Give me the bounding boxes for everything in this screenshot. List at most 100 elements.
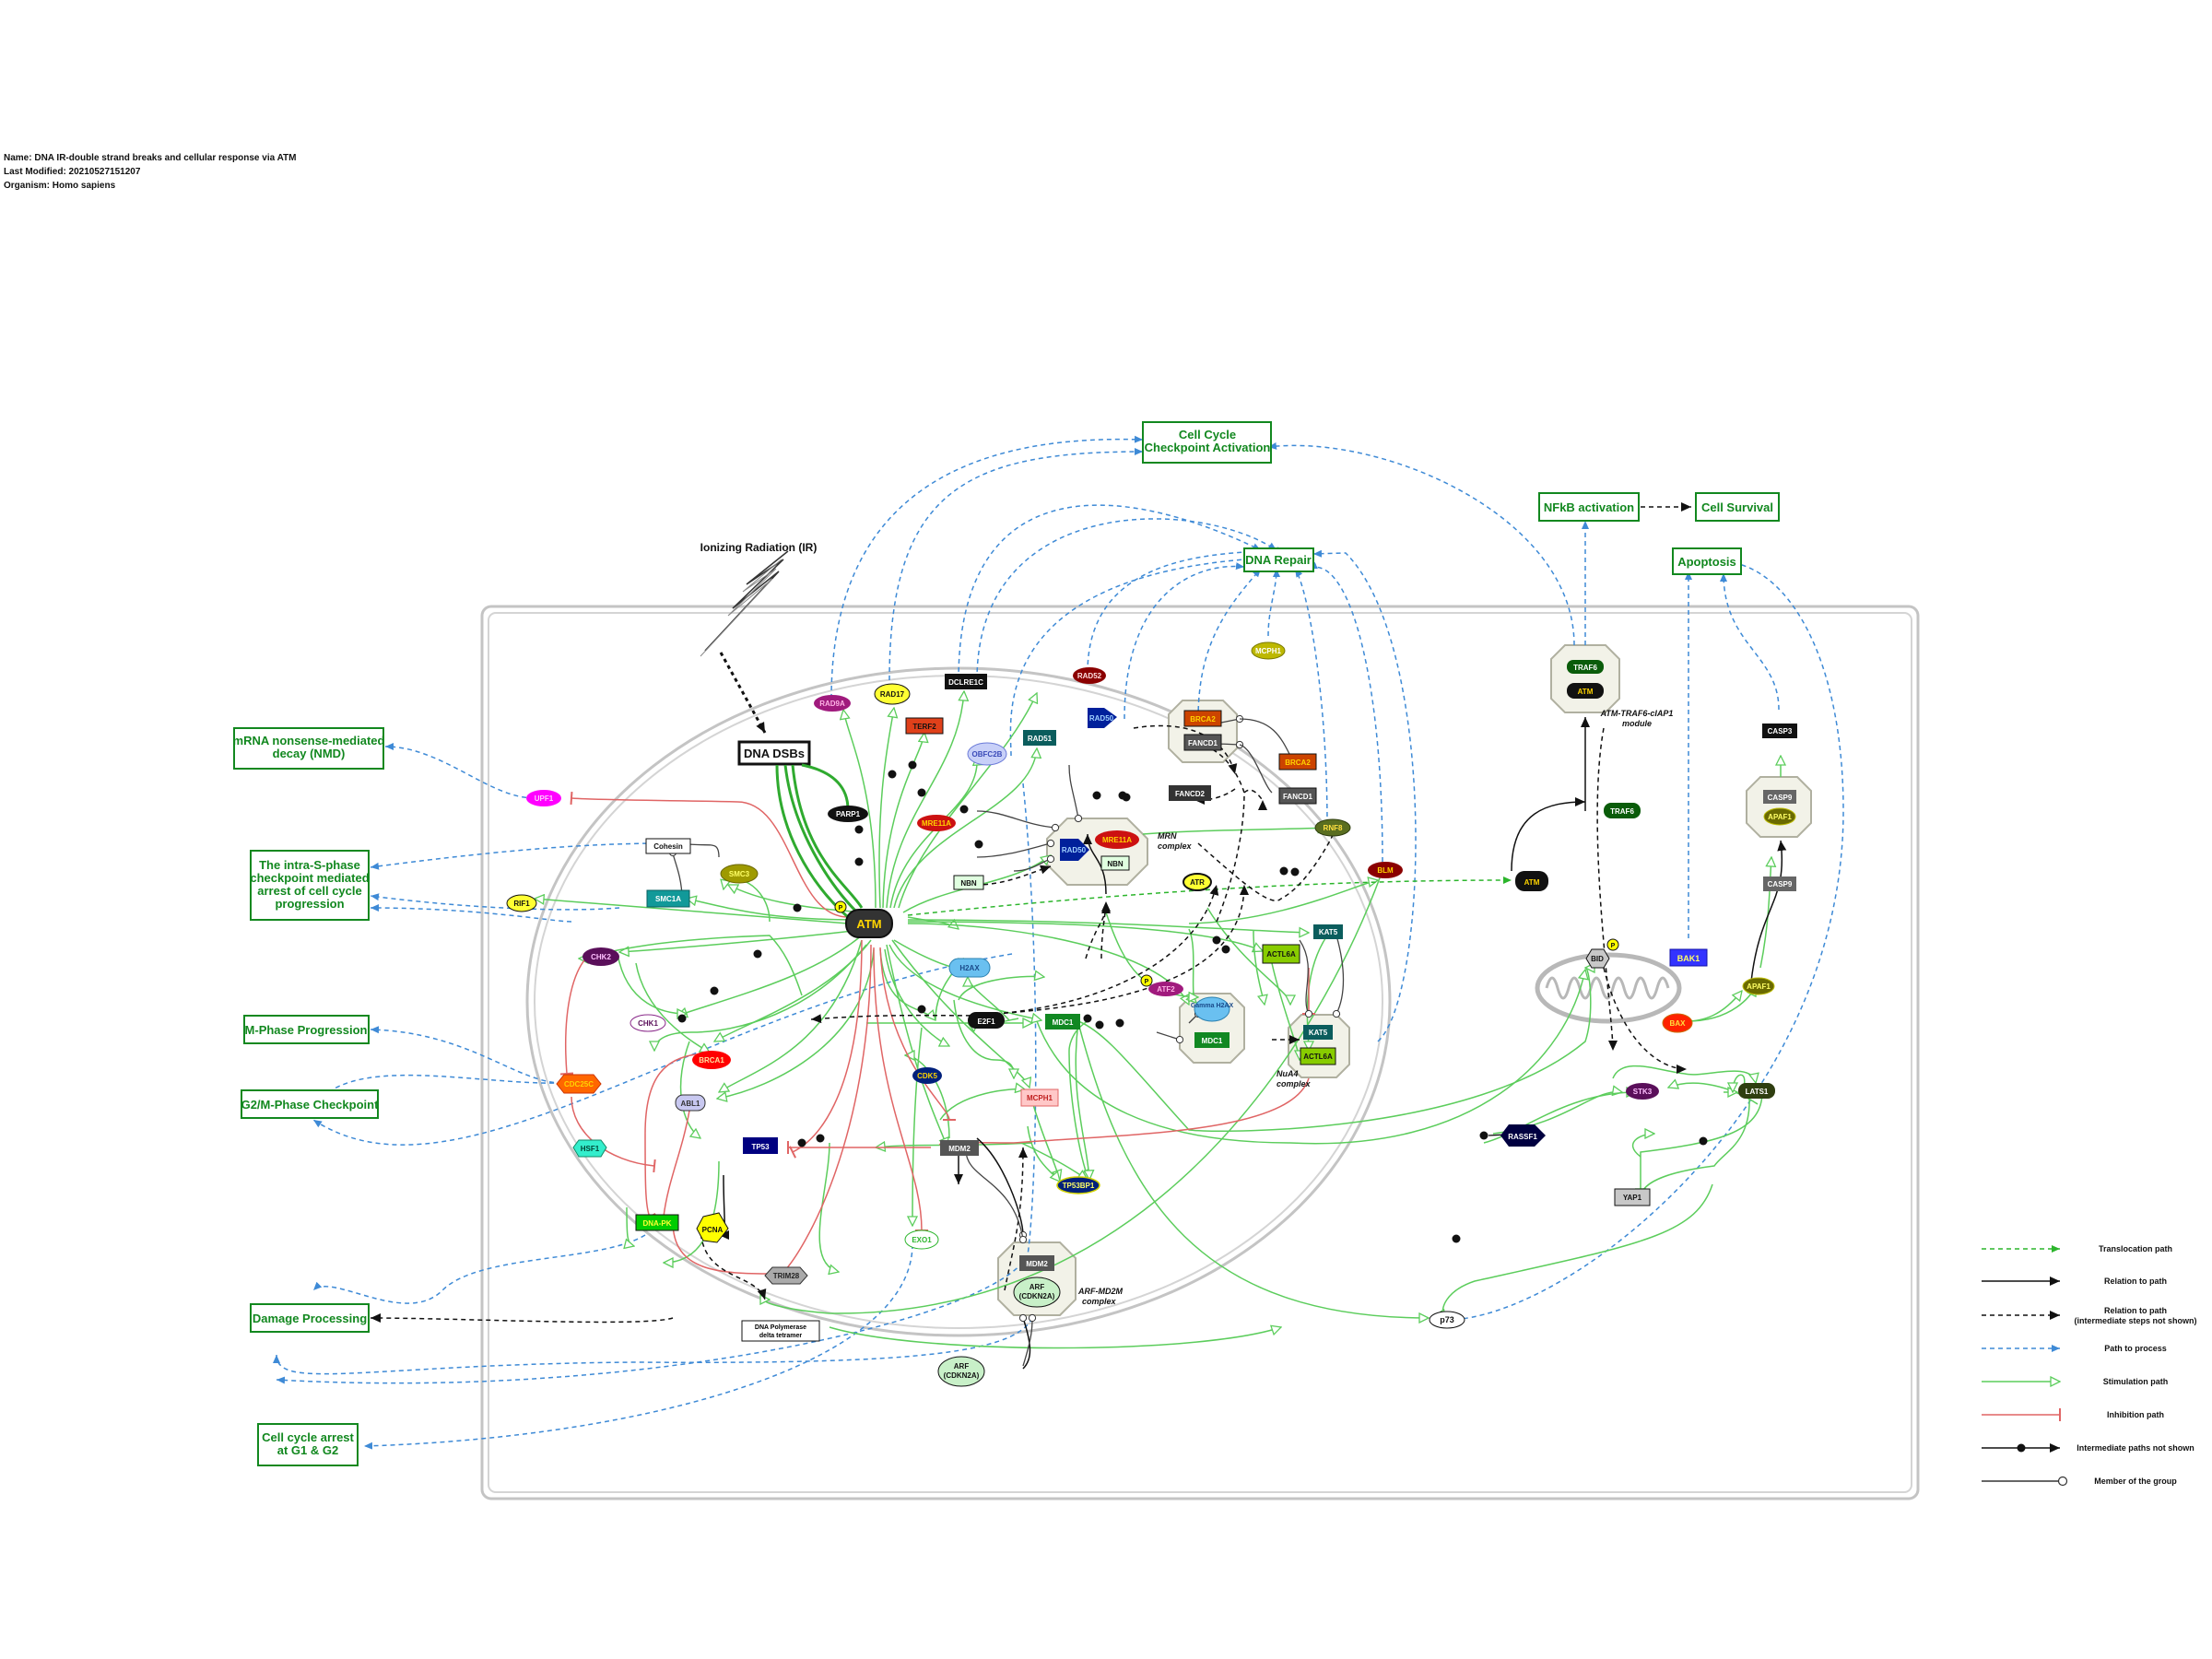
- node-rad50-complex[interactable]: [1060, 839, 1089, 861]
- cell-survival-box[interactable]: [1695, 492, 1780, 522]
- node-smc1a[interactable]: [646, 889, 690, 908]
- node-tp53bp1[interactable]: [1056, 1176, 1100, 1194]
- node-kat5-top[interactable]: [1313, 924, 1343, 939]
- node-arf-complex[interactable]: [1013, 1277, 1061, 1308]
- node-bax[interactable]: [1662, 1013, 1693, 1033]
- dna-dsbs-box[interactable]: [737, 740, 811, 766]
- node-mdm2-complex[interactable]: [1019, 1255, 1054, 1271]
- node-mre11a-complex[interactable]: [1095, 830, 1139, 849]
- node-p73[interactable]: [1429, 1311, 1465, 1329]
- node-atm-traf[interactable]: [1567, 683, 1604, 699]
- node-nbn-complex[interactable]: [1100, 855, 1130, 871]
- node-mdc1[interactable]: [1045, 1014, 1080, 1030]
- atf2-phospho-label: P: [1145, 979, 1149, 985]
- nfkb-activation-box[interactable]: [1538, 492, 1640, 522]
- cell-cycle-arrest-box[interactable]: [257, 1423, 359, 1466]
- cell-survival-label: Cell Survival: [1701, 500, 1773, 514]
- node-parp1-label: PARP1: [836, 810, 861, 818]
- node-abl1[interactable]: [675, 1094, 706, 1112]
- node-dclre1c[interactable]: [945, 674, 987, 689]
- node-casp3[interactable]: [1762, 724, 1797, 738]
- nmd-box[interactable]: [233, 727, 384, 770]
- m-phase-box[interactable]: [243, 1015, 370, 1044]
- node-mcph1-top[interactable]: [1251, 641, 1286, 660]
- nfkb-activation-label: NFkB activation: [1544, 500, 1634, 514]
- node-terf2[interactable]: [905, 717, 944, 735]
- node-traf6-top[interactable]: [1567, 660, 1604, 674]
- node-fancd1[interactable]: [1183, 734, 1222, 751]
- apoptosis-box[interactable]: [1672, 547, 1742, 575]
- node-rad51[interactable]: [1023, 730, 1056, 746]
- node-obfc2b[interactable]: [967, 742, 1007, 766]
- node-trim28[interactable]: [764, 1266, 808, 1285]
- node-kat5[interactable]: [1303, 1025, 1333, 1040]
- node-pcna[interactable]: [696, 1212, 729, 1243]
- g2m-checkpoint-box[interactable]: [241, 1089, 379, 1119]
- node-hsf1[interactable]: [572, 1139, 607, 1158]
- node-rassf1[interactable]: [1500, 1124, 1546, 1147]
- node-bid[interactable]: [1585, 948, 1610, 969]
- node-actl6a-b[interactable]: [1300, 1047, 1336, 1065]
- node-casp9[interactable]: [1763, 877, 1796, 891]
- node-trim28-label: TRIM28: [773, 1272, 800, 1280]
- node-rad52[interactable]: [1073, 667, 1106, 684]
- node-mcph1[interactable]: [1020, 1088, 1059, 1107]
- node-brca2-b[interactable]: [1278, 753, 1317, 771]
- node-cdk5[interactable]: [912, 1067, 942, 1084]
- node-mdc1-b[interactable]: [1194, 1032, 1230, 1048]
- node-rad9a[interactable]: [814, 695, 851, 712]
- damage-processing-box[interactable]: [250, 1303, 370, 1333]
- node-smc3[interactable]: [720, 864, 759, 884]
- intra-s-checkpoint-box[interactable]: [250, 850, 370, 921]
- node-brca1[interactable]: [692, 1051, 731, 1069]
- node-rad17[interactable]: [874, 683, 911, 705]
- node-apaf1-complex[interactable]: [1763, 807, 1796, 826]
- node-stk3[interactable]: [1626, 1083, 1659, 1100]
- node-dnapk[interactable]: [635, 1214, 679, 1231]
- node-parp1[interactable]: [828, 806, 868, 822]
- node-gamma-h2ax[interactable]: [1194, 996, 1230, 1022]
- node-brca2[interactable]: [1183, 710, 1222, 727]
- node-arf-line1: ARF: [954, 1362, 970, 1371]
- translocation-paths: [907, 877, 1512, 916]
- node-apaf1[interactable]: [1742, 977, 1775, 995]
- node-mre11a[interactable]: [917, 815, 956, 831]
- node-brca2-label: BRCA2: [1190, 715, 1216, 724]
- node-atf2[interactable]: [1148, 982, 1183, 996]
- node-nbn[interactable]: [953, 875, 984, 890]
- node-atm-out[interactable]: [1515, 871, 1548, 891]
- node-atr[interactable]: [1182, 873, 1212, 891]
- node-casp9-complex[interactable]: [1763, 790, 1796, 804]
- node-yap1[interactable]: [1614, 1188, 1651, 1206]
- node-rad50-top[interactable]: [1088, 708, 1117, 728]
- node-cdc25c[interactable]: [556, 1074, 602, 1094]
- node-bak1[interactable]: [1669, 948, 1708, 967]
- node-chk2[interactable]: [582, 947, 619, 966]
- cell-membrane-outer: [480, 605, 1920, 1500]
- node-mdm2[interactable]: [940, 1140, 979, 1156]
- nmd-line2: decay (NMD): [273, 747, 346, 760]
- node-rnf8[interactable]: [1314, 818, 1351, 837]
- node-fancd1-b[interactable]: [1278, 787, 1317, 805]
- node-exo1[interactable]: [904, 1230, 939, 1250]
- node-atm[interactable]: [845, 909, 893, 938]
- node-traf6[interactable]: [1604, 803, 1641, 818]
- node-blm[interactable]: [1368, 862, 1403, 878]
- node-chk1[interactable]: [629, 1014, 666, 1032]
- node-cohesin[interactable]: [645, 838, 691, 854]
- node-tp53[interactable]: [743, 1137, 778, 1154]
- node-atm-label: ATM: [856, 917, 881, 931]
- node-e2f1[interactable]: [968, 1012, 1005, 1029]
- cell-cycle-checkpoint-box[interactable]: [1142, 421, 1272, 464]
- node-lats1[interactable]: [1738, 1083, 1775, 1099]
- node-upf1[interactable]: [526, 790, 561, 806]
- node-actl6a[interactable]: [1262, 944, 1300, 964]
- dna-repair-box[interactable]: [1243, 547, 1314, 572]
- node-h2ax[interactable]: [948, 958, 991, 978]
- node-arf[interactable]: [937, 1356, 985, 1387]
- legend: Translocation path Relation to path Rela…: [1982, 1244, 2197, 1487]
- dna-polymerase-box[interactable]: [741, 1320, 820, 1342]
- bid-phospho-label: P: [1611, 943, 1616, 949]
- node-fancd2[interactable]: [1169, 785, 1211, 801]
- node-rif1[interactable]: [506, 894, 537, 912]
